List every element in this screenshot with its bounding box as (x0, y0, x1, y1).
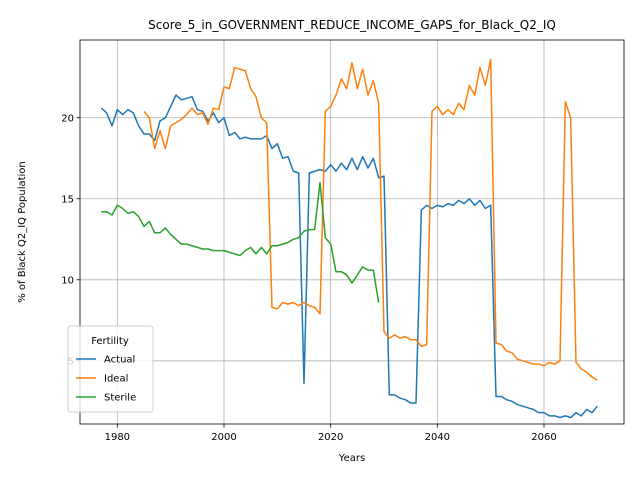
legend-title: Fertility (91, 336, 129, 347)
x-tick-label: 2000 (211, 432, 236, 443)
chart-title: Score_5_in_GOVERNMENT_REDUCE_INCOME_GAPS… (148, 18, 556, 32)
y-tick-label: 20 (61, 113, 74, 124)
legend-label-actual: Actual (104, 355, 135, 366)
series-layer (100, 58, 598, 419)
x-tick-label: 2060 (531, 432, 556, 443)
x-axis-label: Years (338, 453, 365, 464)
x-axis-ticks: 1980 2000 2020 2040 2060 (105, 424, 557, 443)
y-axis-label: % of Black Q2_IQ Population (17, 161, 28, 303)
legend-label-ideal: Ideal (104, 374, 128, 385)
x-tick-label: 2040 (425, 432, 450, 443)
legend: Fertility Actual Ideal Sterile (67, 325, 154, 413)
x-tick-label: 1980 (105, 432, 130, 443)
series-line-sterile (101, 181, 380, 303)
legend-entries: Actual Ideal Sterile (76, 355, 136, 404)
legend-label-sterile: Sterile (104, 393, 136, 404)
series-line-ideal (143, 58, 598, 381)
y-tick-label: 10 (61, 275, 74, 286)
grid (80, 40, 624, 424)
y-tick-label: 15 (61, 194, 74, 205)
series-line-actual (100, 94, 598, 419)
x-tick-label: 2020 (318, 432, 343, 443)
plot-frame (79, 39, 625, 425)
legend-box (67, 325, 154, 413)
